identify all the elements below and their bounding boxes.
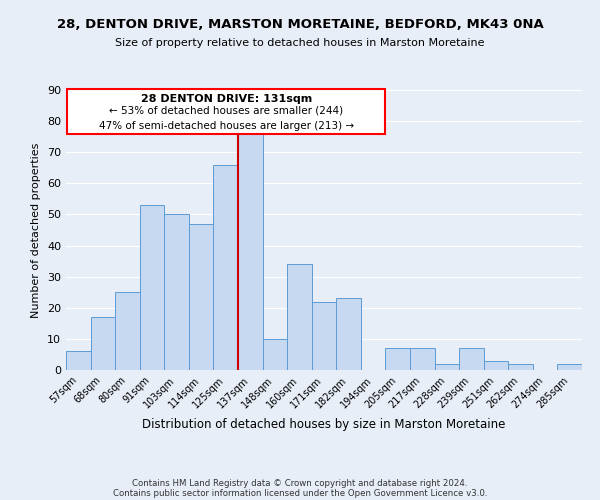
Text: 28 DENTON DRIVE: 131sqm: 28 DENTON DRIVE: 131sqm [141, 94, 312, 104]
Bar [336, 298, 361, 370]
Bar [410, 348, 434, 370]
Bar [508, 364, 533, 370]
Bar [385, 348, 410, 370]
Bar [214, 164, 238, 370]
X-axis label: Distribution of detached houses by size in Marston Moretaine: Distribution of detached houses by size … [142, 418, 506, 431]
Text: ← 53% of detached houses are smaller (244): ← 53% of detached houses are smaller (24… [109, 106, 343, 116]
Bar [287, 264, 312, 370]
Bar [91, 317, 115, 370]
Text: Size of property relative to detached houses in Marston Moretaine: Size of property relative to detached ho… [115, 38, 485, 48]
Bar [557, 364, 582, 370]
Bar [459, 348, 484, 370]
Bar [140, 205, 164, 370]
Bar [312, 302, 336, 370]
Text: 28, DENTON DRIVE, MARSTON MORETAINE, BEDFORD, MK43 0NA: 28, DENTON DRIVE, MARSTON MORETAINE, BED… [56, 18, 544, 30]
Bar [115, 292, 140, 370]
Bar [164, 214, 189, 370]
Y-axis label: Number of detached properties: Number of detached properties [31, 142, 41, 318]
Text: 47% of semi-detached houses are larger (213) →: 47% of semi-detached houses are larger (… [99, 120, 354, 130]
Bar [66, 352, 91, 370]
Bar [189, 224, 214, 370]
Bar [263, 339, 287, 370]
Text: Contains public sector information licensed under the Open Government Licence v3: Contains public sector information licen… [113, 490, 487, 498]
Text: Contains HM Land Registry data © Crown copyright and database right 2024.: Contains HM Land Registry data © Crown c… [132, 478, 468, 488]
FancyBboxPatch shape [67, 90, 385, 134]
Bar [484, 360, 508, 370]
Bar [434, 364, 459, 370]
Bar [238, 134, 263, 370]
